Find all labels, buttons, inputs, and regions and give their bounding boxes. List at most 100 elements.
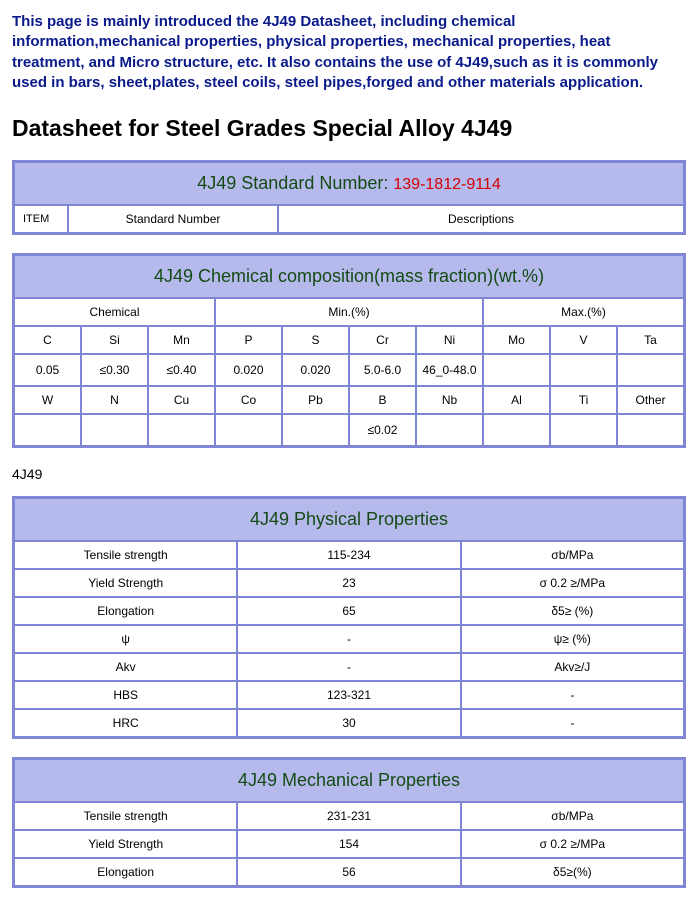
chem-element-value bbox=[215, 414, 282, 446]
phys-cell: Yield Strength bbox=[14, 569, 237, 597]
chem-sub-chemical: Chemical bbox=[14, 298, 215, 326]
chem-element-head: S bbox=[282, 326, 349, 354]
phys-cell: σ 0.2 ≥/MPa bbox=[461, 569, 684, 597]
chem-row2-head: WNCuCoPbBNbAlTiOther bbox=[14, 386, 684, 414]
chem-sub-min: Min.(%) bbox=[215, 298, 483, 326]
chem-element-head: Co bbox=[215, 386, 282, 414]
std-col-desc: Descriptions bbox=[278, 205, 684, 233]
chem-element-value bbox=[81, 414, 148, 446]
chem-row2-vals: ≤0.02 bbox=[14, 414, 684, 446]
chem-element-head: Ti bbox=[550, 386, 617, 414]
mech-row: Tensile strength231-231σb/MPa bbox=[14, 802, 684, 830]
chem-element-value: ≤0.40 bbox=[148, 354, 215, 386]
chem-element-value bbox=[14, 414, 81, 446]
chem-element-value bbox=[483, 414, 550, 446]
standard-number-table: 4J49 Standard Number: 139-1812-9114 ITEM… bbox=[12, 160, 686, 235]
phys-row: Tensile strength115-234σb/MPa bbox=[14, 541, 684, 569]
chem-element-value bbox=[550, 414, 617, 446]
mech-cell: Tensile strength bbox=[14, 802, 237, 830]
phys-cell: 23 bbox=[237, 569, 460, 597]
mech-header: 4J49 Mechanical Properties bbox=[14, 759, 684, 802]
physical-properties-table: 4J49 Physical Properties Tensile strengt… bbox=[12, 496, 686, 739]
phys-cell: - bbox=[237, 653, 460, 681]
phys-cell: 123-321 bbox=[237, 681, 460, 709]
chem-element-value bbox=[483, 354, 550, 386]
chem-element-head: C bbox=[14, 326, 81, 354]
mech-cell: Yield Strength bbox=[14, 830, 237, 858]
chem-element-head: Mn bbox=[148, 326, 215, 354]
phys-cell: ψ≥ (%) bbox=[461, 625, 684, 653]
phys-cell: - bbox=[461, 681, 684, 709]
mech-cell: σ 0.2 ≥/MPa bbox=[461, 830, 684, 858]
phys-cell: Akv bbox=[14, 653, 237, 681]
chem-element-value: ≤0.02 bbox=[349, 414, 416, 446]
phys-cell: 65 bbox=[237, 597, 460, 625]
chem-element-value bbox=[148, 414, 215, 446]
phys-row: HRC30- bbox=[14, 709, 684, 737]
chem-element-head: B bbox=[349, 386, 416, 414]
mech-cell: Elongation bbox=[14, 858, 237, 886]
chem-element-head: P bbox=[215, 326, 282, 354]
chem-element-head: W bbox=[14, 386, 81, 414]
chem-element-value: ≤0.30 bbox=[81, 354, 148, 386]
phys-cell: Elongation bbox=[14, 597, 237, 625]
phys-cell: 115-234 bbox=[237, 541, 460, 569]
chem-element-head: Other bbox=[617, 386, 684, 414]
phys-cell: - bbox=[461, 709, 684, 737]
phys-row: ψ-ψ≥ (%) bbox=[14, 625, 684, 653]
chem-row1-vals: 0.05≤0.30≤0.400.0200.0205.0-6.046_0-48.0 bbox=[14, 354, 684, 386]
phys-row: Akv-Akv≥/J bbox=[14, 653, 684, 681]
chem-element-head: V bbox=[550, 326, 617, 354]
mech-cell: σb/MPa bbox=[461, 802, 684, 830]
chem-sub-max: Max.(%) bbox=[483, 298, 684, 326]
phys-cell: 30 bbox=[237, 709, 460, 737]
chem-element-value: 0.020 bbox=[282, 354, 349, 386]
chem-element-head: Ni bbox=[416, 326, 483, 354]
chem-element-head: Al bbox=[483, 386, 550, 414]
chem-element-value bbox=[617, 354, 684, 386]
chem-element-head: Ta bbox=[617, 326, 684, 354]
chem-element-head: Si bbox=[81, 326, 148, 354]
chem-element-head: Cu bbox=[148, 386, 215, 414]
phys-row: Yield Strength23σ 0.2 ≥/MPa bbox=[14, 569, 684, 597]
chem-element-head: Nb bbox=[416, 386, 483, 414]
phys-row: HBS123-321- bbox=[14, 681, 684, 709]
std-number: 139-1812-9114 bbox=[393, 176, 500, 193]
chem-element-value: 0.020 bbox=[215, 354, 282, 386]
chem-row1-head: CSiMnPSCrNiMoVTa bbox=[14, 326, 684, 354]
chem-element-value bbox=[416, 414, 483, 446]
chem-element-head: Mo bbox=[483, 326, 550, 354]
mech-row: Yield Strength154σ 0.2 ≥/MPa bbox=[14, 830, 684, 858]
mech-cell: δ5≥(%) bbox=[461, 858, 684, 886]
phys-cell: Tensile strength bbox=[14, 541, 237, 569]
chem-element-head: Pb bbox=[282, 386, 349, 414]
phys-cell: ψ bbox=[14, 625, 237, 653]
std-col-item: ITEM bbox=[14, 205, 68, 233]
std-col-stdnum: Standard Number bbox=[68, 205, 278, 233]
mech-row: Elongation56δ5≥(%) bbox=[14, 858, 684, 886]
chem-element-head: N bbox=[81, 386, 148, 414]
chem-element-value: 46_0-48.0 bbox=[416, 354, 483, 386]
phys-row: Elongation65δ5≥ (%) bbox=[14, 597, 684, 625]
chem-element-value bbox=[550, 354, 617, 386]
chem-element-value: 0.05 bbox=[14, 354, 81, 386]
mech-cell: 154 bbox=[237, 830, 460, 858]
mech-cell: 231-231 bbox=[237, 802, 460, 830]
std-header: 4J49 Standard Number: 139-1812-9114 bbox=[14, 162, 684, 205]
chem-element-value bbox=[617, 414, 684, 446]
subtitle: 4J49 bbox=[12, 466, 686, 482]
mech-cell: 56 bbox=[237, 858, 460, 886]
phys-header: 4J49 Physical Properties bbox=[14, 498, 684, 541]
phys-cell: HRC bbox=[14, 709, 237, 737]
chemical-composition-table: 4J49 Chemical composition(mass fraction)… bbox=[12, 253, 686, 448]
phys-cell: δ5≥ (%) bbox=[461, 597, 684, 625]
phys-cell: Akv≥/J bbox=[461, 653, 684, 681]
mechanical-properties-table: 4J49 Mechanical Properties Tensile stren… bbox=[12, 757, 686, 888]
std-title: 4J49 Standard Number: bbox=[197, 173, 388, 193]
page-title: Datasheet for Steel Grades Special Alloy… bbox=[12, 115, 686, 142]
intro-paragraph: This page is mainly introduced the 4J49 … bbox=[12, 12, 686, 93]
chem-element-value bbox=[282, 414, 349, 446]
chem-header: 4J49 Chemical composition(mass fraction)… bbox=[14, 255, 684, 298]
chem-element-value: 5.0-6.0 bbox=[349, 354, 416, 386]
phys-cell: HBS bbox=[14, 681, 237, 709]
